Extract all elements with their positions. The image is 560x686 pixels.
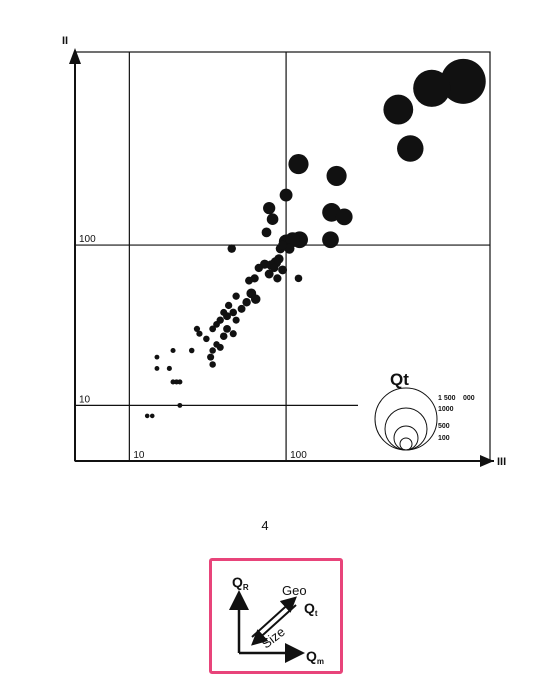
data-point: [270, 263, 279, 273]
data-point: [219, 332, 228, 341]
data-point: [209, 347, 216, 354]
data-point: [264, 269, 274, 279]
data-point: [326, 165, 347, 186]
x-axis-arrow: [480, 455, 494, 467]
schema-label-qm: Qm: [306, 648, 324, 666]
data-point: [242, 298, 251, 307]
data-point: [261, 227, 272, 238]
data-point: [154, 366, 160, 371]
data-points: [144, 58, 486, 419]
data-point: [193, 325, 201, 333]
data-point: [322, 231, 339, 249]
data-point: [209, 325, 217, 333]
schema-diagram: QR Qt Qm Geo Size: [229, 574, 324, 666]
schema-label-qr: QR: [232, 574, 249, 592]
data-point: [250, 294, 261, 304]
legend-title: Qt: [390, 370, 409, 389]
data-point: [166, 365, 172, 371]
schema-diagonal-arrow-down: [251, 604, 297, 646]
legend-extra-label: 000: [463, 395, 475, 402]
legend-value-label: 1000: [438, 406, 454, 413]
data-point: [285, 232, 301, 248]
data-point: [229, 330, 237, 338]
y-axis-arrow: [69, 48, 81, 64]
data-point: [397, 135, 424, 162]
data-point: [279, 188, 293, 202]
data-point: [266, 213, 279, 225]
x-axis-label: III: [497, 456, 506, 468]
data-point: [245, 276, 253, 285]
scatter-chart: III II 10 100 10 100 Qt 1 500 1000 500 100 000: [62, 35, 506, 468]
data-point: [216, 343, 224, 351]
data-point: [224, 301, 233, 310]
data-point: [154, 354, 160, 360]
schema-label-geo: Geo: [282, 583, 307, 598]
data-point: [144, 413, 150, 419]
data-point: [209, 361, 216, 368]
data-point: [294, 274, 303, 283]
data-point: [203, 335, 210, 343]
schema-box: QR Qt Qm Geo Size: [209, 558, 343, 674]
page-number: 4: [261, 518, 269, 533]
y-axis-label: II: [62, 35, 68, 47]
x-tick-label: 10: [133, 450, 145, 461]
data-point: [223, 312, 231, 321]
data-point: [207, 353, 215, 361]
legend-value-label: 100: [438, 435, 450, 442]
data-point: [413, 69, 451, 107]
data-point: [188, 347, 195, 354]
axes: III II: [62, 35, 506, 468]
data-point: [254, 263, 264, 273]
data-point: [196, 330, 203, 337]
data-point: [213, 321, 220, 328]
schema-label-qt: Qt: [304, 600, 318, 618]
data-point: [237, 304, 246, 313]
data-point: [263, 201, 276, 215]
data-point: [335, 208, 353, 226]
legend-value-label: 500: [438, 423, 450, 430]
data-point: [232, 316, 240, 324]
data-point: [278, 240, 288, 250]
size-legend: Qt 1 500 1000 500 100 000: [374, 370, 475, 451]
data-point: [229, 308, 238, 317]
legend-circle: [399, 437, 413, 451]
data-point: [383, 94, 414, 125]
data-point: [232, 292, 240, 300]
data-point: [227, 244, 236, 253]
y-tick-label: 10: [79, 394, 91, 405]
data-point: [149, 413, 155, 419]
legend-circle: [384, 407, 428, 451]
data-point: [288, 154, 309, 175]
data-point: [170, 379, 176, 385]
data-point: [223, 325, 231, 333]
tick-labels: 10 100 10 100: [79, 234, 307, 461]
y-tick-label: 100: [79, 234, 96, 245]
data-point: [273, 274, 282, 283]
legend-value-label: 1 500: [438, 395, 456, 402]
data-point: [177, 402, 183, 408]
legend-circle: [374, 387, 438, 451]
data-point: [278, 265, 288, 275]
data-point: [177, 379, 183, 385]
data-point: [440, 58, 486, 104]
data-point: [170, 347, 176, 354]
x-tick-label: 100: [290, 450, 307, 461]
